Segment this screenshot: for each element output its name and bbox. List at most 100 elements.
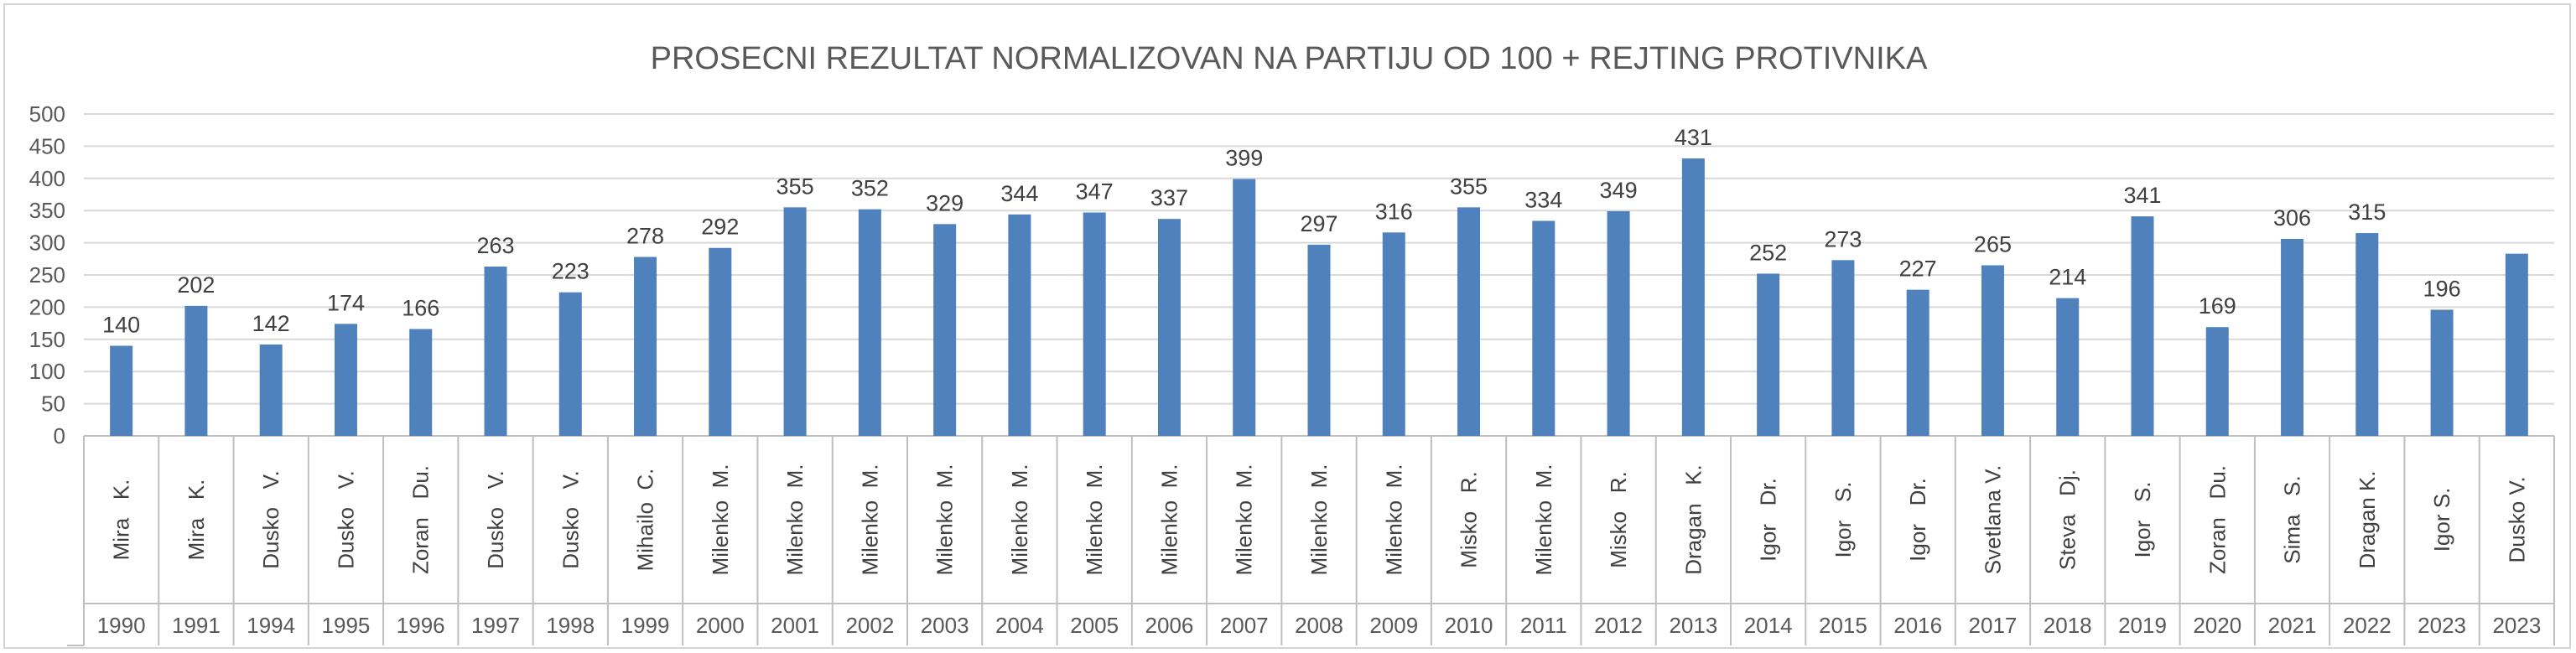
bars	[110, 158, 2528, 437]
data-label: 196	[2423, 276, 2461, 301]
x-category-name: Dusko V.	[2504, 476, 2529, 562]
x-category-name: Igor Dr.	[1905, 478, 1930, 562]
bar	[110, 345, 133, 436]
x-category-year: 1991	[172, 613, 221, 638]
y-tick-label: 450	[29, 133, 65, 158]
x-category-name: Milenko M.	[1156, 464, 1182, 576]
data-label: 349	[1600, 178, 1638, 203]
x-category-year: 2002	[845, 613, 894, 638]
y-axis-ticks: 0 50 100 150 200 250 300 350 400 450 500	[29, 101, 65, 448]
data-label: 306	[2273, 205, 2311, 231]
data-label: 347	[1076, 179, 1114, 205]
bar	[1906, 289, 1929, 436]
bar	[558, 292, 582, 436]
bar	[1532, 220, 1555, 436]
y-tick-label: 250	[29, 262, 65, 288]
x-category-name: Milenko M.	[1531, 464, 1556, 576]
x-category-name: Milenko M.	[782, 464, 808, 576]
bar	[2505, 253, 2528, 436]
x-axis: Mira K. 1990 Mira K. 1991 Dusko V. 1994 Dusko …	[67, 436, 2555, 646]
x-category-year: 2005	[1070, 613, 1119, 638]
bar	[634, 257, 657, 436]
x-category-name: Zoran Du.	[408, 465, 434, 574]
x-category-year: 2023	[2418, 613, 2466, 638]
x-category-name: Milenko M.	[708, 464, 733, 576]
x-category-name: Milenko M.	[1381, 464, 1406, 576]
bar	[1083, 212, 1106, 436]
data-label: 169	[2199, 293, 2236, 319]
bar	[1157, 219, 1181, 436]
data-label: 263	[476, 233, 514, 258]
x-category-name: Mira K.	[184, 479, 209, 561]
bar	[1233, 179, 1256, 436]
x-category-year: 2003	[921, 613, 969, 638]
data-label: 273	[1824, 226, 1862, 251]
data-label: 399	[1225, 146, 1263, 171]
data-label: 278	[626, 223, 664, 248]
x-category-year: 1998	[546, 613, 595, 638]
bar	[933, 224, 957, 436]
x-category-year: 2015	[1819, 613, 1867, 638]
x-category-name: Svetlana V.	[1980, 465, 2005, 575]
x-category-name: Dusko V.	[558, 470, 583, 569]
x-category-name: Dusko V.	[483, 470, 508, 569]
x-category-name: Steva Dj.	[2055, 469, 2080, 570]
x-category-name: Milenko M.	[932, 464, 958, 576]
bar	[1681, 158, 1705, 436]
bar	[259, 344, 283, 436]
bar	[2281, 238, 2304, 436]
chart-frame: PROSECNI REZULTAT NORMALIZOVAN NA PARTIJ…	[3, 3, 2571, 649]
bar	[184, 305, 208, 436]
data-label: 265	[1974, 231, 2012, 257]
x-category-name: Igor S.	[2429, 488, 2454, 552]
data-label: 174	[327, 290, 365, 315]
data-label: 337	[1150, 185, 1188, 210]
bar	[1981, 265, 2004, 436]
x-category-name: Dusko V.	[258, 470, 283, 569]
x-category-year: 2007	[1220, 613, 1269, 638]
data-label: 344	[1000, 181, 1038, 206]
bar	[2430, 309, 2454, 436]
bar	[1757, 273, 1780, 436]
x-category-year: 2013	[1669, 613, 1717, 638]
x-category-name: Dragan K.	[2355, 470, 2380, 568]
y-tick-label: 400	[29, 166, 65, 191]
x-category-year: 1997	[471, 613, 520, 638]
data-label: 142	[252, 311, 290, 336]
y-tick-label: 350	[29, 198, 65, 223]
x-category-name: Milenko M.	[1082, 464, 1107, 576]
y-tick-label: 200	[29, 294, 65, 319]
x-category-name: Mihailo C.	[633, 469, 658, 572]
x-category-year: 2020	[2193, 613, 2241, 638]
bar	[2131, 216, 2154, 436]
data-label: 166	[402, 296, 439, 321]
y-tick-label: 300	[29, 231, 65, 256]
x-category-year: 2017	[1969, 613, 2018, 638]
y-tick-label: 100	[29, 359, 65, 384]
data-labels: 140 202 142 174 166 263 223 278 292 355 352 329 344 3…	[102, 125, 2461, 337]
x-category-year: 2000	[696, 613, 745, 638]
x-category-year: 2019	[2118, 613, 2167, 638]
data-label: 352	[851, 176, 889, 201]
x-category-name: Milenko M.	[857, 464, 882, 576]
bar	[1457, 207, 1481, 437]
bar	[484, 267, 507, 436]
bar	[1831, 260, 1855, 436]
data-label: 202	[177, 272, 215, 298]
x-category-year: 2018	[2044, 613, 2092, 638]
bar	[783, 207, 807, 437]
x-category-year: 2014	[1744, 613, 1793, 638]
y-tick-label: 150	[29, 327, 65, 352]
y-tick-label: 0	[54, 423, 65, 448]
x-category-year: 2016	[1893, 613, 1942, 638]
x-category-name: Milenko M.	[1007, 464, 1032, 576]
x-category-year: 2010	[1445, 613, 1493, 638]
bar	[334, 324, 357, 436]
data-label: 252	[1749, 240, 1787, 265]
x-category-year: 2001	[771, 613, 819, 638]
y-tick-label: 50	[41, 391, 65, 417]
x-category-year: 1999	[621, 613, 670, 638]
bar	[1607, 210, 1630, 436]
x-category-name: Milenko M.	[1232, 464, 1257, 576]
x-category-name: Dragan K.	[1680, 464, 1706, 575]
